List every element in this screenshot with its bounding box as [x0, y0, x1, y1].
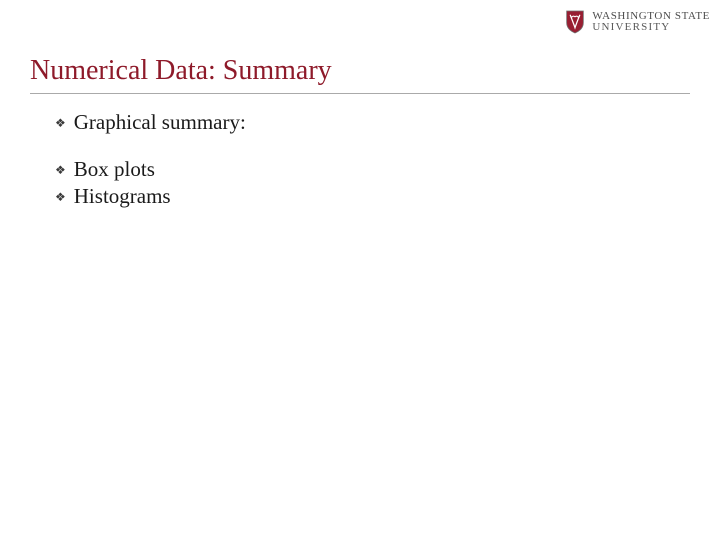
- bullet-text: Box plots: [74, 157, 155, 182]
- bullet-icon: ❖: [55, 116, 66, 131]
- title-underline: [30, 93, 690, 94]
- bullet-item: ❖ Histograms: [55, 184, 680, 209]
- bullet-item: ❖ Box plots: [55, 157, 680, 182]
- bullet-item: ❖ Graphical summary:: [55, 110, 680, 135]
- slide: WASHINGTON STATE UNIVERSITY Numerical Da…: [0, 0, 720, 540]
- bullet-group-1: ❖ Graphical summary:: [55, 110, 680, 135]
- logo-text: WASHINGTON STATE UNIVERSITY: [592, 11, 710, 33]
- logo-line2: UNIVERSITY: [592, 22, 710, 33]
- shield-icon: [564, 10, 586, 34]
- bullet-group-2: ❖ Box plots ❖ Histograms: [55, 157, 680, 209]
- slide-content: ❖ Graphical summary: ❖ Box plots ❖ Histo…: [55, 110, 680, 211]
- title-block: Numerical Data: Summary: [30, 55, 690, 94]
- bullet-text: Graphical summary:: [74, 110, 246, 135]
- slide-title: Numerical Data: Summary: [30, 55, 690, 87]
- wsu-logo: WASHINGTON STATE UNIVERSITY: [564, 10, 710, 34]
- bullet-icon: ❖: [55, 163, 66, 178]
- bullet-text: Histograms: [74, 184, 171, 209]
- bullet-icon: ❖: [55, 190, 66, 205]
